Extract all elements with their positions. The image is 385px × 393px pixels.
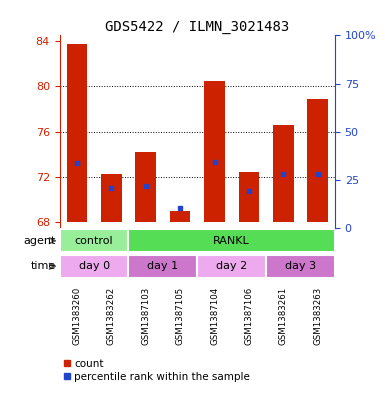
Text: control: control [75, 236, 114, 246]
Bar [307, 99, 328, 222]
Bar [273, 125, 294, 222]
Text: day 3: day 3 [285, 261, 316, 271]
Text: time: time [30, 261, 56, 271]
Text: day 0: day 0 [79, 261, 110, 271]
Text: agent: agent [23, 236, 56, 246]
Text: day 2: day 2 [216, 261, 247, 271]
Text: GSM1387105: GSM1387105 [176, 287, 185, 345]
Bar [170, 211, 191, 222]
Legend: count, percentile rank within the sample: count, percentile rank within the sample [65, 359, 250, 382]
Bar [239, 173, 259, 222]
Text: GSM1387104: GSM1387104 [210, 287, 219, 345]
Bar [60, 229, 129, 252]
Bar [136, 152, 156, 222]
Bar [266, 255, 335, 278]
Text: GSM1383262: GSM1383262 [107, 287, 116, 345]
Text: day 1: day 1 [147, 261, 179, 271]
Bar [60, 255, 129, 278]
Title: GDS5422 / ILMN_3021483: GDS5422 / ILMN_3021483 [105, 20, 290, 34]
Bar [129, 255, 197, 278]
Bar [67, 44, 87, 222]
Text: GSM1383263: GSM1383263 [313, 287, 322, 345]
Text: GSM1383261: GSM1383261 [279, 287, 288, 345]
Text: GSM1383260: GSM1383260 [72, 287, 81, 345]
Bar [101, 174, 122, 222]
Text: GSM1387106: GSM1387106 [244, 287, 253, 345]
Text: GSM1387103: GSM1387103 [141, 287, 150, 345]
Bar [129, 229, 335, 252]
Text: RANKL: RANKL [213, 236, 250, 246]
Bar [197, 255, 266, 278]
Bar [204, 81, 225, 222]
